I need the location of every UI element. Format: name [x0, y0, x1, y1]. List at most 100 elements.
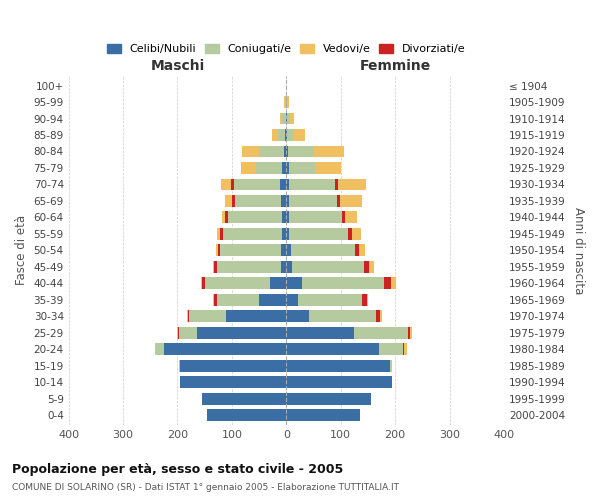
Bar	[367, 294, 368, 306]
Bar	[286, 393, 371, 404]
Bar	[232, 195, 235, 207]
Bar	[286, 212, 289, 224]
Bar	[286, 228, 289, 240]
Bar	[286, 146, 288, 158]
Bar	[286, 278, 302, 289]
Bar	[231, 178, 233, 190]
Bar	[233, 178, 280, 190]
Bar	[352, 228, 361, 240]
Bar	[217, 228, 220, 240]
Bar	[391, 278, 396, 289]
Bar	[226, 195, 232, 207]
Bar	[290, 244, 355, 256]
Bar	[403, 344, 404, 355]
Bar	[179, 360, 180, 372]
Bar	[289, 178, 335, 190]
Bar	[213, 261, 214, 273]
Bar	[214, 294, 217, 306]
Bar	[287, 129, 293, 141]
Bar	[407, 327, 410, 339]
Bar	[369, 261, 374, 273]
Text: Maschi: Maschi	[151, 59, 205, 73]
Bar	[286, 294, 298, 306]
Bar	[241, 162, 256, 174]
Bar	[286, 344, 379, 355]
Bar	[379, 344, 403, 355]
Bar	[281, 261, 286, 273]
Bar	[179, 327, 197, 339]
Y-axis label: Anni di nascita: Anni di nascita	[572, 206, 585, 294]
Bar	[286, 327, 355, 339]
Bar	[280, 112, 283, 124]
Bar	[284, 129, 286, 141]
Bar	[156, 344, 164, 355]
Bar	[314, 146, 344, 158]
Bar	[286, 244, 290, 256]
Bar	[180, 360, 286, 372]
Bar	[286, 195, 289, 207]
Bar	[283, 112, 286, 124]
Bar	[284, 96, 285, 108]
Bar	[293, 129, 305, 141]
Bar	[335, 178, 338, 190]
Bar	[384, 278, 391, 289]
Bar	[286, 162, 289, 174]
Bar	[227, 212, 282, 224]
Bar	[286, 261, 292, 273]
Bar	[287, 96, 289, 108]
Bar	[410, 327, 412, 339]
Bar	[272, 129, 278, 141]
Bar	[202, 393, 286, 404]
Bar	[286, 310, 309, 322]
Bar	[286, 96, 287, 108]
Bar	[188, 310, 190, 322]
Bar	[315, 162, 341, 174]
Bar	[282, 162, 286, 174]
Bar	[302, 278, 384, 289]
Bar	[355, 327, 407, 339]
Bar	[208, 410, 286, 421]
Bar	[223, 228, 282, 240]
Bar	[180, 376, 286, 388]
Bar	[298, 294, 362, 306]
Bar	[282, 212, 286, 224]
Bar	[287, 112, 290, 124]
Bar	[288, 146, 314, 158]
Bar	[284, 146, 286, 158]
Bar	[197, 327, 286, 339]
Bar	[220, 244, 281, 256]
Bar	[225, 212, 227, 224]
Bar	[164, 344, 286, 355]
Bar	[221, 212, 225, 224]
Bar	[290, 112, 294, 124]
Bar	[282, 228, 286, 240]
Bar	[205, 278, 270, 289]
Text: Popolazione per età, sesso e stato civile - 2005: Popolazione per età, sesso e stato civil…	[12, 462, 343, 475]
Bar	[270, 278, 286, 289]
Bar	[338, 178, 366, 190]
Bar	[286, 410, 360, 421]
Bar	[343, 212, 345, 224]
Bar	[289, 228, 348, 240]
Bar	[380, 310, 382, 322]
Bar	[286, 129, 287, 141]
Bar	[348, 228, 352, 240]
Bar	[289, 212, 343, 224]
Bar	[217, 294, 259, 306]
Bar	[345, 212, 357, 224]
Bar	[214, 261, 217, 273]
Bar	[178, 327, 179, 339]
Bar	[289, 162, 315, 174]
Bar	[217, 261, 281, 273]
Bar	[362, 294, 367, 306]
Bar	[155, 344, 156, 355]
Bar	[235, 195, 281, 207]
Text: COMUNE DI SOLARINO (SR) - Dati ISTAT 1° gennaio 2005 - Elaborazione TUTTITALIA.I: COMUNE DI SOLARINO (SR) - Dati ISTAT 1° …	[12, 482, 399, 492]
Bar	[286, 360, 389, 372]
Bar	[355, 244, 359, 256]
Bar	[281, 195, 286, 207]
Bar	[259, 294, 286, 306]
Bar	[389, 360, 392, 372]
Bar	[220, 228, 223, 240]
Bar	[281, 244, 286, 256]
